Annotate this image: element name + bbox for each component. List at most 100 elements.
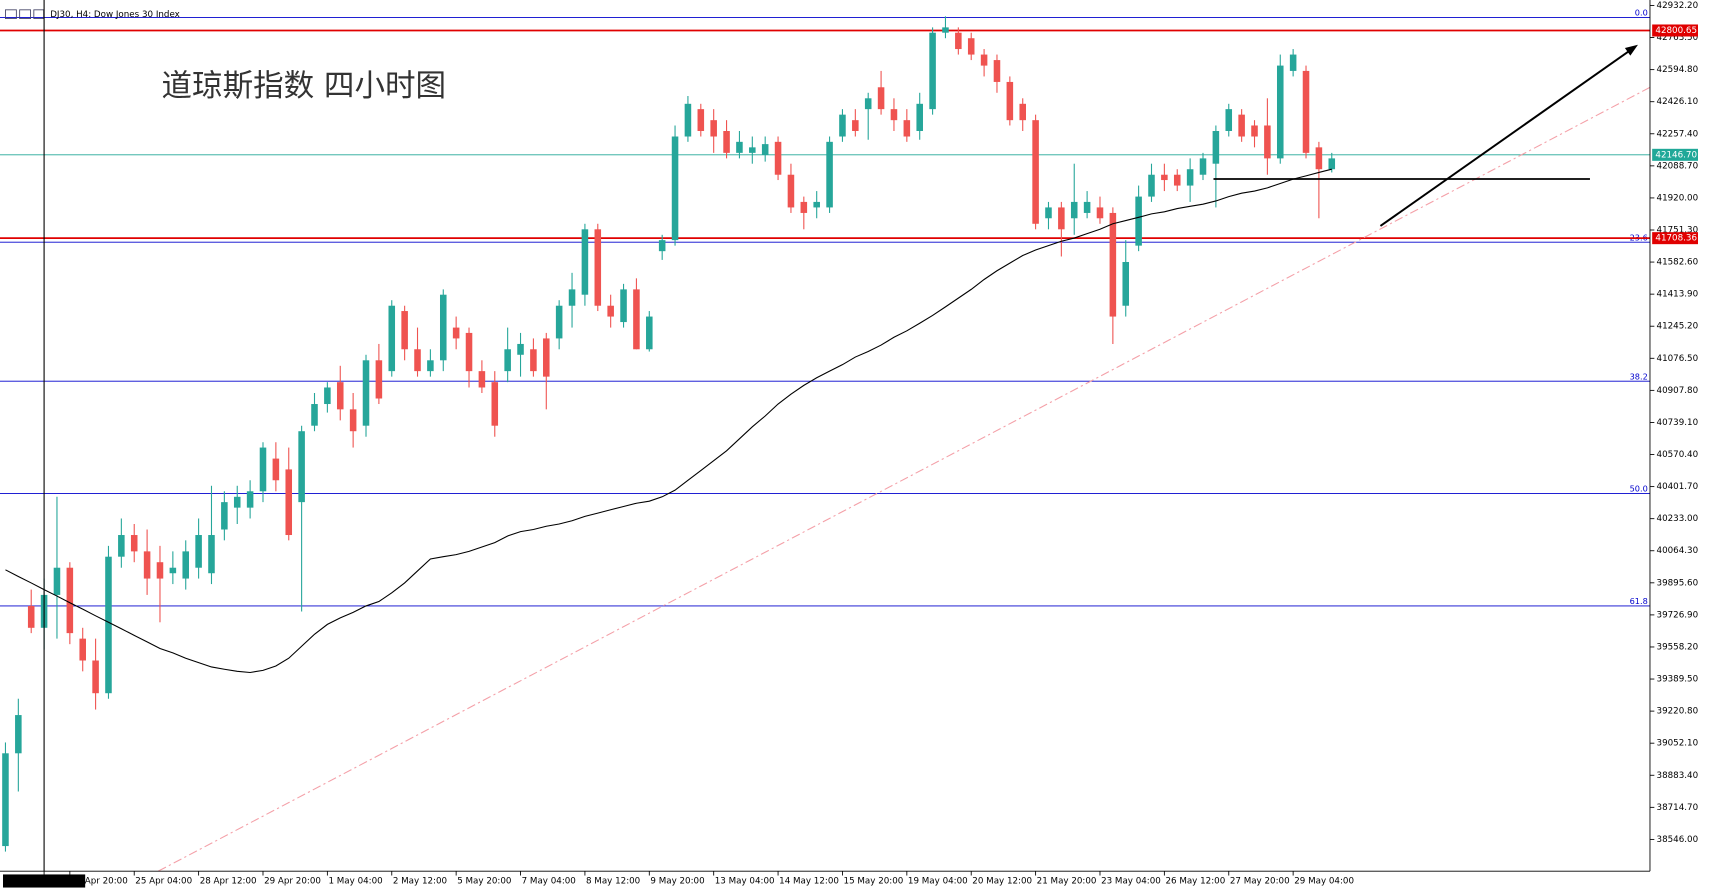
price-tag-label: 42146.70 (1655, 150, 1697, 160)
x-tick-label: 2 May 12:00 (393, 876, 447, 886)
candle-body (684, 103, 692, 137)
candle-body (1006, 81, 1014, 121)
x-tick-label: 5 May 20:00 (457, 876, 511, 886)
y-tick-label: 40233.00 (1657, 514, 1699, 524)
x-tick-label: 8 May 12:00 (586, 876, 640, 886)
fib-label: 50.0 (1630, 484, 1648, 494)
candle-body (156, 562, 164, 579)
candle-body (581, 229, 589, 295)
y-tick-label: 40907.80 (1657, 386, 1699, 396)
candle-body (864, 98, 872, 110)
y-tick-label: 39726.90 (1657, 610, 1699, 620)
x-tick-label: 14 May 12:00 (779, 876, 839, 886)
candle-body (736, 141, 743, 153)
candle-body (1289, 54, 1297, 71)
candle-body (1302, 70, 1310, 153)
candle-body (1161, 174, 1168, 181)
candle-body (1070, 201, 1078, 219)
candle-body (246, 491, 254, 508)
candle-body (143, 551, 151, 579)
candle-body (491, 382, 499, 426)
candle-body (967, 38, 975, 55)
y-tick-label: 42257.40 (1657, 129, 1699, 139)
candle-body (723, 130, 730, 153)
candle-body (1199, 158, 1207, 175)
candle-body (272, 458, 280, 481)
candle-body (955, 32, 962, 50)
y-tick-label: 41076.50 (1657, 354, 1699, 364)
candle-body (800, 201, 808, 213)
candle-body (813, 201, 820, 208)
candle-body (130, 535, 138, 552)
x-tick-label: 21 May 20:00 (1037, 876, 1097, 886)
y-tick-label: 41245.20 (1657, 322, 1699, 332)
x-tick-label: 9 May 20:00 (650, 876, 704, 886)
x-tick-label: 15 May 20:00 (844, 876, 904, 886)
fib-label: 0.0 (1635, 8, 1648, 18)
arrow-head (1624, 44, 1638, 56)
candle-body (568, 289, 576, 306)
y-tick-label: 39220.80 (1657, 707, 1699, 717)
candle-body (1173, 174, 1181, 186)
annotation: 道琼斯指数 四小时图 (162, 69, 447, 104)
x-tick-label: 1 May 04:00 (328, 876, 382, 886)
candle-body (66, 567, 74, 634)
candle-body (774, 141, 782, 175)
candle-body (1148, 174, 1155, 197)
y-tick-label: 42426.10 (1657, 97, 1699, 107)
candle-body (1264, 125, 1271, 159)
candle-body (53, 567, 61, 595)
header-icon (19, 9, 31, 19)
candle-body (1122, 261, 1130, 306)
arrow-line (1379, 49, 1631, 227)
x-tick-label: 28 Apr 12:00 (200, 876, 257, 886)
candle-body (697, 109, 705, 131)
candle-body (594, 229, 602, 306)
y-tick-label: 42763.50 (1657, 33, 1699, 43)
y-tick-label: 40570.40 (1657, 450, 1699, 460)
candle-body (710, 120, 717, 137)
candle-body (517, 343, 524, 355)
x-tick-label: 7 May 04:00 (522, 876, 576, 886)
y-tick-label: 42594.80 (1657, 65, 1699, 75)
candle-body (1045, 207, 1052, 219)
trend-line (157, 86, 1651, 872)
price-tag (1652, 24, 1698, 37)
x-tick-label: 23 May 04:00 (1101, 876, 1161, 886)
candle-body (980, 54, 988, 66)
candle-body (1109, 212, 1117, 317)
y-tick-label: 38714.70 (1657, 803, 1699, 813)
candle-body (504, 349, 511, 372)
candle-body (1251, 125, 1258, 137)
candle-body (839, 114, 846, 137)
x-tick-label: 29 May 04:00 (1294, 876, 1354, 886)
candle-body (208, 535, 215, 574)
candle-body (465, 332, 473, 372)
moving-average (5, 168, 1332, 674)
y-tick-label: 39389.50 (1657, 675, 1699, 685)
candle-body (1186, 169, 1194, 186)
y-tick-label: 41920.00 (1657, 193, 1699, 203)
candle-body (1135, 196, 1142, 246)
candle-body (221, 502, 228, 530)
candle-body (890, 109, 898, 121)
candle-body (362, 360, 370, 426)
candle-body (105, 556, 112, 694)
candle-body (916, 103, 923, 131)
candle-body (761, 144, 769, 155)
candle-body (15, 715, 22, 754)
candle-body (1315, 147, 1323, 170)
candle-body (671, 136, 679, 241)
candle-body (658, 240, 666, 252)
candle-body (1212, 130, 1220, 164)
y-tick-label: 38883.40 (1657, 771, 1699, 781)
candle-body (92, 660, 99, 694)
candle-body (324, 387, 331, 405)
candle-body (1096, 207, 1104, 219)
candle-body (195, 535, 202, 568)
candle-body (388, 305, 396, 372)
candle-body (452, 327, 460, 339)
header-icon (5, 9, 17, 19)
x-tick-label: 25 Apr 04:00 (135, 876, 192, 886)
